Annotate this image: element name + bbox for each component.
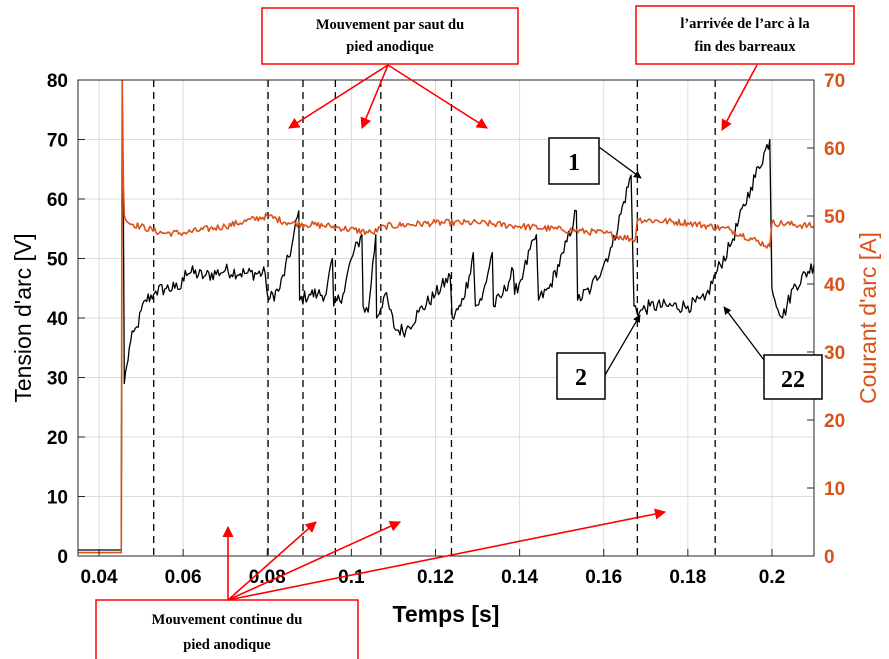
y-left-tick-label: 60 [47,190,68,211]
point-label-22: 22 [781,367,805,393]
current-series [78,80,814,554]
y-left-tick-label: 80 [47,71,68,92]
arrow-saut-1 [288,64,389,129]
y-axis-left-label: Tension d'arc [V] [10,233,36,402]
y-left-tick-label: 30 [47,369,68,390]
arrow-arrivee [721,64,758,131]
x-tick-label: 0.04 [81,567,118,588]
y-right-tick-label: 30 [824,343,845,364]
callout-saut-box [261,7,519,65]
y-left-tick-label: 40 [47,309,68,330]
point-label-1: 1 [568,150,580,176]
arrow-continue-2 [227,521,317,601]
arrow-point-2 [604,314,641,376]
callout-saut-line2: pied anodique [346,39,434,55]
y-left-tick-label: 70 [47,131,68,152]
point-label-22-box [763,354,823,400]
y-right-tick-label: 20 [824,411,845,432]
arrow-continue-4 [227,508,667,601]
y-left-tick-label: 50 [47,250,68,271]
x-tick-label: 0.12 [417,567,454,588]
callout-continue-line2: pied anodique [183,637,271,653]
x-tick-label: 0.06 [165,567,202,588]
y-right-tick-label: 70 [824,71,845,92]
y-right-tick-label: 10 [824,479,845,500]
x-tick-label: 0.14 [501,567,538,588]
point-label-2: 2 [575,365,587,391]
x-tick-label: 0.16 [585,567,622,588]
series-group [78,80,814,554]
y-left-tick-label: 20 [47,428,68,449]
point-label-1-box [548,137,600,185]
callout-saut-line1: Mouvement par saut du [316,17,464,33]
y-right-tick-label: 40 [824,275,845,296]
x-tick-label: 0.08 [249,567,286,588]
y-left-tick-label: 10 [47,488,68,509]
x-axis-label: Temps [s] [393,601,500,627]
y-right-tick-label: 0 [824,547,835,568]
arrow-saut-3 [387,64,488,129]
point-label-2-box [556,352,606,400]
y-right-tick-label: 60 [824,139,845,160]
arrow-continue-3 [227,521,402,601]
y-right-tick-label: 50 [824,207,845,228]
y-left-tick-label: 0 [57,547,68,568]
y-axis-right-label: Courant d'arc [A] [855,232,881,404]
arrow-point-22 [723,306,765,361]
arrow-saut-2 [360,64,389,130]
callout-arrivee-line2: fin des barreaux [694,39,796,55]
x-tick-label: 0.2 [759,567,785,588]
arrow-point-1 [598,146,642,179]
callout-arrivee-box [635,5,855,65]
x-tick-label: 0.18 [669,567,706,588]
callout-continue-box [95,599,359,659]
x-tick-label: 0.1 [338,567,365,588]
callout-arrivee-line1: l’arrivée de l’arc à la [680,16,810,32]
voltage-series [78,91,814,551]
callout-continue-line1: Mouvement continue du [152,612,303,628]
dashed-markers [153,80,716,556]
annotations: Mouvement par saut du pied anodique l’ar… [95,5,855,659]
tick-labels: 0.04 0.06 0.08 0.1 0.12 0.14 0.16 0.18 0.2010203… [47,71,845,588]
ticks [78,79,814,557]
